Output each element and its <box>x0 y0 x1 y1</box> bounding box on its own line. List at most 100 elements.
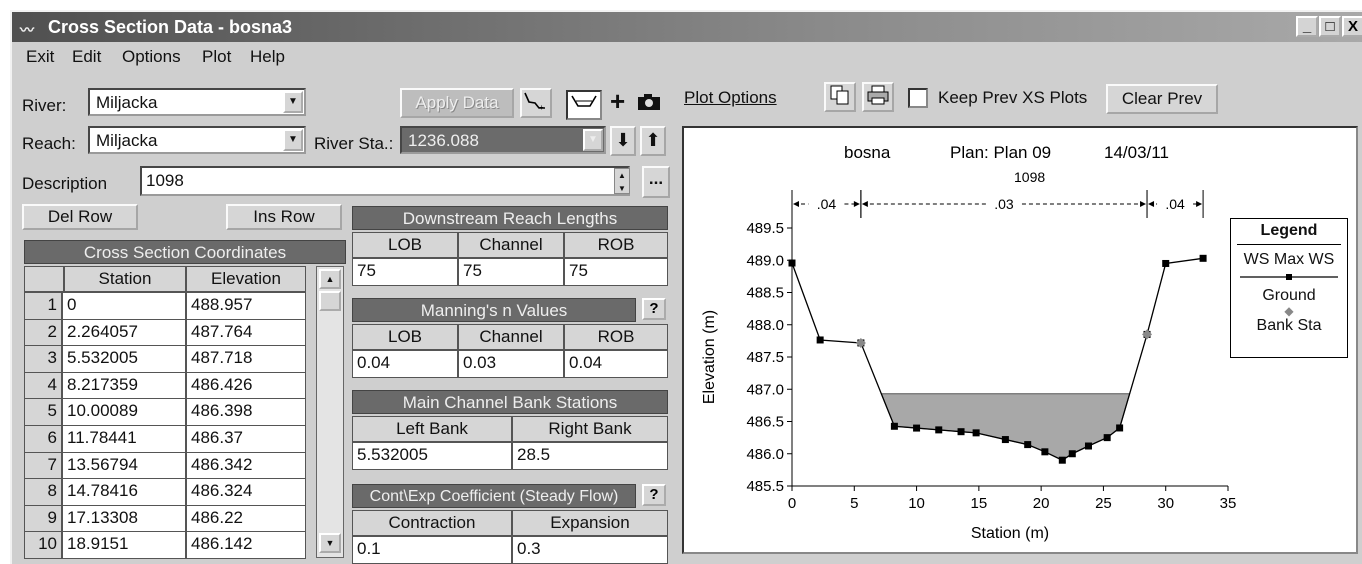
station-cell[interactable]: 13.56794 <box>62 451 186 480</box>
station-cell[interactable]: 18.9151 <box>62 531 186 560</box>
legend-title: Legend <box>1260 222 1318 239</box>
elevation-cell[interactable]: 486.324 <box>186 478 306 507</box>
plus-icon[interactable]: + <box>610 86 626 116</box>
x-tick-label: 0 <box>788 495 796 512</box>
ground-point <box>788 259 796 267</box>
n-value-label: .04 <box>817 196 837 212</box>
x-axis-title: Station (m) <box>971 525 1049 542</box>
station-cell[interactable]: 5.532005 <box>62 345 186 374</box>
reach-channel-field[interactable]: 75 <box>458 258 564 286</box>
n-value-label: .04 <box>1165 196 1185 212</box>
app-icon: 〰 <box>20 22 34 38</box>
elevation-cell[interactable]: 486.142 <box>186 531 306 560</box>
description-ellipsis-button[interactable]: ... <box>642 166 670 198</box>
chevron-down-icon[interactable]: ▼ <box>583 129 603 151</box>
printer-icon[interactable] <box>862 82 894 112</box>
description-field[interactable]: 1098 <box>140 166 630 196</box>
station-cell[interactable]: 2.264057 <box>62 318 186 347</box>
reach-channel-header: Channel <box>458 232 564 258</box>
apply-data-button[interactable]: Apply Data <box>400 88 514 118</box>
elevation-cell[interactable]: 486.342 <box>186 451 306 480</box>
menu-plot[interactable]: Plot <box>202 47 232 66</box>
coordinates-scrollbar[interactable]: ▲ ▼ <box>316 266 344 558</box>
contraction-field[interactable]: 0.1 <box>352 536 512 564</box>
coefficients-help-button[interactable]: ? <box>642 484 666 506</box>
ground-point <box>935 426 943 434</box>
ground-point <box>1116 424 1124 432</box>
row-number[interactable]: 5 <box>24 398 62 427</box>
station-cell[interactable]: 17.13308 <box>62 504 186 533</box>
river-select[interactable]: Miljacka ▼ <box>88 88 306 116</box>
plot-options-link[interactable]: Plot Options <box>684 88 777 107</box>
row-number[interactable]: 9 <box>24 504 62 533</box>
window-title: Cross Section Data - bosna3 <box>48 17 293 37</box>
elevation-cell[interactable]: 488.957 <box>186 292 306 320</box>
camera-icon[interactable] <box>636 92 662 117</box>
row-number[interactable]: 8 <box>24 478 62 507</box>
row-number[interactable]: 3 <box>24 345 62 374</box>
ins-row-button[interactable]: Ins Row <box>226 204 342 230</box>
station-cell[interactable]: 8.217359 <box>62 371 186 400</box>
menu-exit[interactable]: Exit <box>26 47 55 66</box>
row-number[interactable]: 4 <box>24 371 62 400</box>
chevron-down-icon[interactable]: ▼ <box>283 91 303 113</box>
clear-prev-button[interactable]: Clear Prev <box>1106 84 1218 114</box>
left-bank-header: Left Bank <box>352 416 512 442</box>
expansion-field[interactable]: 0.3 <box>512 536 668 564</box>
y-axis-title: Elevation (m) <box>701 310 718 404</box>
ground-point <box>816 336 824 344</box>
description-spinner[interactable]: ▲ ▼ <box>614 168 630 194</box>
copy-icon[interactable] <box>824 82 856 112</box>
expansion-header: Expansion <box>512 510 668 536</box>
cross-section-chart: bosna Plan: Plan 09 14/03/11 1098 485.5 486.0… <box>701 143 1236 542</box>
arrow-down-icon[interactable]: ⬇ <box>610 126 636 156</box>
elevation-cell[interactable]: 486.426 <box>186 371 306 400</box>
elevation-cell[interactable]: 487.764 <box>186 318 306 347</box>
menu-help[interactable]: Help <box>250 47 285 66</box>
reach-rob-header: ROB <box>564 232 668 258</box>
scroll-up-icon[interactable]: ▲ <box>319 269 341 289</box>
right-bank-field[interactable]: 28.5 <box>512 442 668 470</box>
menu-options[interactable]: Options <box>122 47 181 66</box>
row-number[interactable]: 2 <box>24 318 62 347</box>
reach-lob-field[interactable]: 75 <box>352 258 458 286</box>
close-button[interactable]: X <box>1342 16 1362 37</box>
mannings-help-button[interactable]: ? <box>642 298 666 320</box>
elevation-cell[interactable]: 486.398 <box>186 398 306 427</box>
mannings-channel-field[interactable]: 0.03 <box>458 350 564 378</box>
station-cell[interactable]: 14.78416 <box>62 478 186 507</box>
elevation-cell[interactable]: 486.37 <box>186 425 306 453</box>
station-cell[interactable]: 0 <box>62 292 186 320</box>
mannings-rob-field[interactable]: 0.04 <box>564 350 668 378</box>
n-value-label: .03 <box>994 196 1014 212</box>
river-sta-select[interactable]: 1236.088 ▼ <box>400 126 606 154</box>
mannings-lob-field[interactable]: 0.04 <box>352 350 458 378</box>
scroll-down-icon[interactable]: ▼ <box>319 533 341 553</box>
reach-rob-field[interactable]: 75 <box>564 258 668 286</box>
scroll-thumb[interactable] <box>319 291 341 311</box>
station-cell[interactable]: 10.00089 <box>62 398 186 427</box>
station-cell[interactable]: 11.78441 <box>62 425 186 453</box>
arrow-up-icon[interactable]: ⬆ <box>640 126 666 156</box>
cross-section-icon[interactable] <box>566 90 602 120</box>
keep-prev-checkbox[interactable] <box>908 88 928 108</box>
row-number[interactable]: 7 <box>24 451 62 480</box>
keep-prev-label: Keep Prev XS Plots <box>938 88 1088 107</box>
x-tick-label: 25 <box>1095 495 1112 512</box>
minimize-button[interactable]: _ <box>1296 16 1318 37</box>
row-number[interactable]: 6 <box>24 425 62 453</box>
n-arrow-head <box>1196 201 1203 207</box>
edit-profile-icon[interactable]: + <box>520 88 552 118</box>
elevation-cell[interactable]: 486.22 <box>186 504 306 533</box>
left-bank-field[interactable]: 5.532005 <box>352 442 512 470</box>
maximize-button[interactable]: □ <box>1319 16 1341 37</box>
row-number[interactable]: 10 <box>24 531 62 560</box>
del-row-button[interactable]: Del Row <box>22 204 138 230</box>
menu-edit[interactable]: Edit <box>72 47 102 66</box>
ground-point <box>890 422 898 430</box>
elevation-cell[interactable]: 487.718 <box>186 345 306 374</box>
row-number[interactable]: 1 <box>24 292 62 320</box>
reach-select[interactable]: Miljacka ▼ <box>88 126 306 154</box>
ground-point <box>913 424 921 432</box>
chevron-down-icon[interactable]: ▼ <box>283 129 303 151</box>
